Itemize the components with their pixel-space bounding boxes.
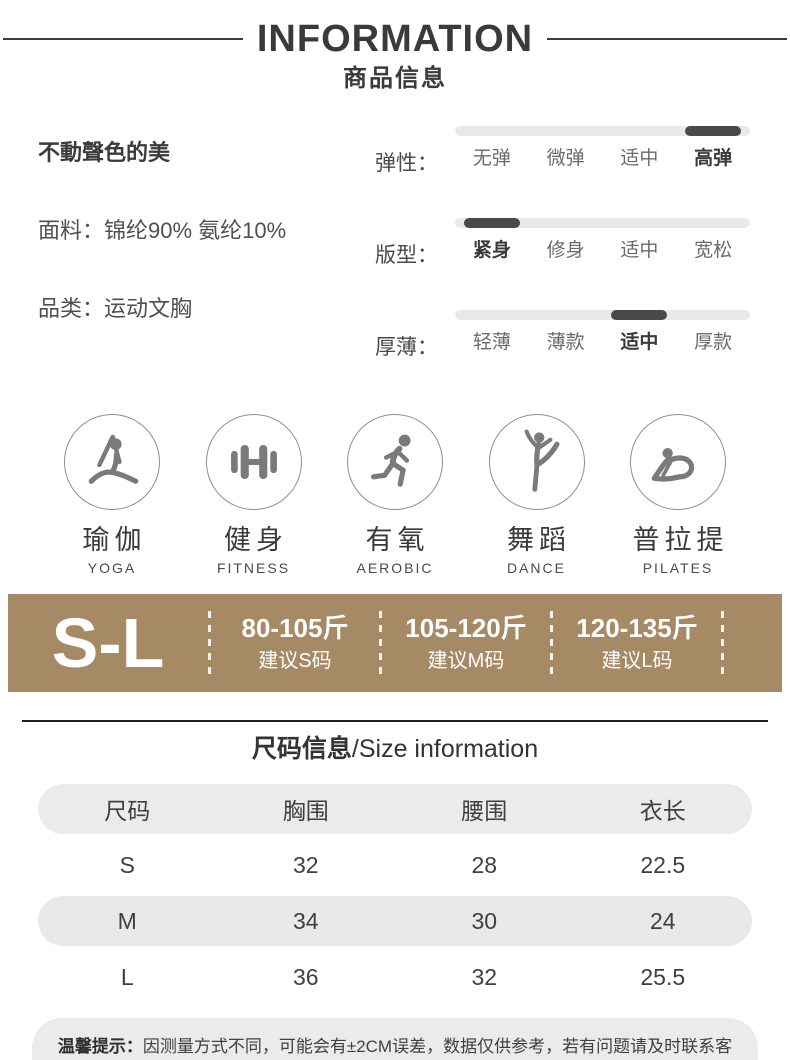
column-header: 胸围 xyxy=(282,798,329,824)
page-title: INFORMATION xyxy=(256,18,534,60)
size-range: S-L xyxy=(51,604,165,682)
column-header: 衣长 xyxy=(639,798,686,824)
weight-range: 80-105斤 xyxy=(241,613,349,643)
waist-cell: 28 xyxy=(471,851,498,878)
slider-option: 厚款 xyxy=(694,332,733,353)
activity-name: 舞蹈 xyxy=(507,525,571,555)
dancer-icon xyxy=(488,414,585,510)
activity-name: 普拉提 xyxy=(632,525,729,555)
elasticity-track xyxy=(455,126,750,136)
size-cell: S xyxy=(119,851,135,878)
thickness-fill xyxy=(611,310,668,320)
length-cell: 22.5 xyxy=(640,851,686,878)
suggested-size: 建议L码 xyxy=(601,650,673,672)
warm-tip-notice: 温馨提示：因测量方式不同，可能会有±2CM误差，数据仅供参考，若有问题请及时联系… xyxy=(32,1018,758,1060)
notice-prefix: 温馨提示： xyxy=(57,1037,143,1056)
activity-name: 健身 xyxy=(224,525,288,555)
activity-name-en: YOGA xyxy=(87,560,137,576)
activity-name-en: DANCE xyxy=(506,560,566,576)
runner-icon xyxy=(347,414,443,510)
yoga-icon xyxy=(64,414,160,510)
slider-option: 宽松 xyxy=(694,240,733,261)
slider-option: 轻薄 xyxy=(472,332,511,353)
activity-name-en: PILATES xyxy=(642,560,714,576)
elasticity-fill xyxy=(685,126,742,136)
fit-fill xyxy=(463,218,520,228)
activity-pilates: 普拉提 PILATES xyxy=(608,414,748,576)
bust-cell: 34 xyxy=(292,907,319,934)
header-line-right xyxy=(547,38,788,40)
elasticity-slider: 弹性： 无弹 微弹 适中 高弹 xyxy=(375,126,750,204)
table-row-l: L 36 32 25.5 xyxy=(38,952,752,1002)
dumbbell-icon xyxy=(205,414,302,510)
weight-suggestion-s: 80-105斤 建议S码 xyxy=(211,613,379,673)
weight-suggestion-m: 105-120斤 建议M码 xyxy=(382,613,550,673)
slider-label: 厚薄： xyxy=(375,336,438,359)
length-cell: 24 xyxy=(649,907,676,934)
size-info-title-en: /Size information xyxy=(351,735,539,763)
dashed-divider xyxy=(721,611,724,675)
column-header: 尺码 xyxy=(104,798,151,824)
activity-dance: 舞蹈 DANCE xyxy=(467,414,607,576)
activity-aerobic: 有氧 AEROBIC xyxy=(325,414,465,576)
bust-cell: 36 xyxy=(292,963,319,990)
pilates-icon xyxy=(630,414,726,510)
activity-fitness: 健身 FITNESS xyxy=(184,414,324,576)
slider-label: 版型： xyxy=(375,244,438,267)
slider-option: 薄款 xyxy=(546,332,585,353)
slider-label: 弹性： xyxy=(375,152,438,175)
dashed-divider xyxy=(379,611,382,675)
activity-name-en: AEROBIC xyxy=(356,560,434,576)
thickness-slider: 厚薄： 轻薄 薄款 适中 厚款 xyxy=(375,310,750,388)
size-info-title: 尺码信息/Size information xyxy=(0,734,790,764)
column-header: 腰围 xyxy=(461,798,508,824)
property-sliders: 弹性： 无弹 微弹 适中 高弹 版型： 紧身 xyxy=(375,112,750,388)
information-header: INFORMATION 商品信息 xyxy=(0,0,790,94)
activity-row: 瑜伽 YOGA 健身 FITNESS 有氧 AEROBI xyxy=(0,414,790,576)
slider-option: 修身 xyxy=(546,240,585,261)
length-cell: 25.5 xyxy=(640,963,686,990)
slider-option-selected: 紧身 xyxy=(472,240,511,261)
fabric-attribute: 面料：锦纶90% 氨纶10% xyxy=(38,218,287,243)
weight-range: 120-135斤 xyxy=(576,613,698,643)
header-line-left xyxy=(2,38,243,40)
slider-option: 适中 xyxy=(620,148,659,169)
table-row-m: M 34 30 24 xyxy=(38,896,752,946)
weight-suggestion-l: 120-135斤 建议L码 xyxy=(553,613,721,673)
bust-cell: 32 xyxy=(292,851,319,878)
size-table-header: 尺码 胸围 腰围 衣长 xyxy=(38,784,752,834)
dashed-divider xyxy=(550,611,553,675)
size-info-title-zh: 尺码信息 xyxy=(251,735,352,763)
page-subtitle: 商品信息 xyxy=(343,65,447,92)
size-cell: M xyxy=(117,907,137,934)
fit-track xyxy=(455,218,750,228)
thickness-track xyxy=(455,310,750,320)
waist-cell: 32 xyxy=(471,963,498,990)
slider-option: 微弹 xyxy=(546,148,585,169)
dashed-divider xyxy=(208,611,211,675)
activity-name: 瑜伽 xyxy=(82,525,147,555)
section-divider xyxy=(22,720,768,722)
table-row-s: S 32 28 22.5 xyxy=(38,840,752,890)
fit-slider: 版型： 紧身 修身 适中 宽松 xyxy=(375,218,750,296)
suggested-size: 建议S码 xyxy=(258,650,332,672)
activity-name-en: FITNESS xyxy=(216,560,291,576)
slider-option: 无弹 xyxy=(472,148,511,169)
attribute-list: 不動聲色的美 面料：锦纶90% 氨纶10% 品类：运动文胸 xyxy=(38,112,375,388)
notice-text: 因测量方式不同，可能会有±2CM误差，数据仅供参考，若有问题请及时联系客服 xyxy=(142,1037,733,1056)
weight-range: 105-120斤 xyxy=(405,613,527,643)
slider-option-selected: 高弹 xyxy=(694,148,733,169)
product-tagline: 不動聲色的美 xyxy=(38,140,171,165)
product-info-section: 不動聲色的美 面料：锦纶90% 氨纶10% 品类：运动文胸 弹性： 无弹 微弹 … xyxy=(0,112,790,388)
size-table: 尺码 胸围 腰围 衣长 S 32 28 22.5 M 34 30 24 L 36… xyxy=(38,784,752,1002)
size-range-banner: S-L 80-105斤 建议S码 105-120斤 建议M码 120-135斤 … xyxy=(8,594,782,692)
waist-cell: 30 xyxy=(471,907,498,934)
slider-option-selected: 适中 xyxy=(620,332,659,353)
suggested-size: 建议M码 xyxy=(427,650,505,672)
category-attribute: 品类：运动文胸 xyxy=(38,296,193,321)
activity-yoga: 瑜伽 YOGA xyxy=(42,414,182,576)
activity-name: 有氧 xyxy=(365,525,430,555)
slider-option: 适中 xyxy=(620,240,659,261)
size-cell: L xyxy=(120,963,134,990)
